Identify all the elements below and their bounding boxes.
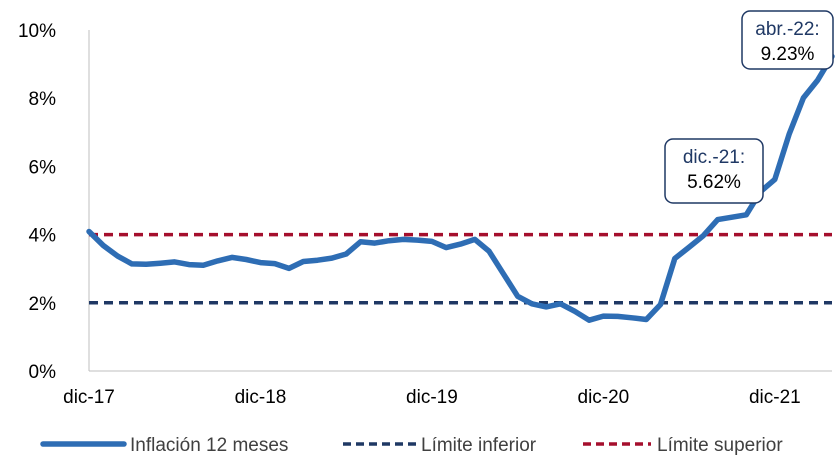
x-tick-label: dic-20 xyxy=(578,387,630,408)
y-tick-label: 10% xyxy=(18,21,56,42)
y-tick-label: 0% xyxy=(29,362,57,383)
callout-box xyxy=(741,10,834,70)
callout-value-label: 5.62% xyxy=(687,172,741,193)
callout-box xyxy=(664,138,764,204)
legend-item: Límite superior xyxy=(583,435,783,456)
legend-label: Límite superior xyxy=(657,435,783,456)
x-tick-label: dic-18 xyxy=(235,387,287,408)
x-tick-label: dic-21 xyxy=(749,387,801,408)
callout-abr-22: abr.-22: 9.23% xyxy=(741,10,834,70)
legend-label: Inflación 12 meses xyxy=(130,435,288,456)
x-tick-label: dic-17 xyxy=(63,387,115,408)
series-line-inflacion xyxy=(86,53,835,323)
plot-area xyxy=(86,53,835,323)
legend: Inflación 12 meses Límite inferior Límite … xyxy=(40,435,783,456)
y-tick-label: 8% xyxy=(29,89,57,110)
y-tick-label: 4% xyxy=(29,226,57,247)
legend-item: Límite inferior xyxy=(343,435,537,456)
y-tick-label: 6% xyxy=(29,157,57,178)
legend-label: Límite inferior xyxy=(421,435,537,456)
x-tick-label: dic-19 xyxy=(406,387,458,408)
callouts: dic.-21: 5.62% abr.-22: 9.23% xyxy=(664,10,834,204)
callout-dic-21: dic.-21: 5.62% xyxy=(664,138,764,204)
callout-date-label: dic.-21: xyxy=(683,147,745,168)
callout-date-label: abr.-22: xyxy=(755,19,819,40)
callout-value-label: 9.23% xyxy=(761,44,815,65)
axes: 0% 2% 4% 6% 8% 10% dic-17 dic-18 dic-19 dic-20 dic… xyxy=(18,21,832,408)
legend-item: Inflación 12 meses xyxy=(40,435,288,456)
y-tick-label: 2% xyxy=(29,294,57,315)
